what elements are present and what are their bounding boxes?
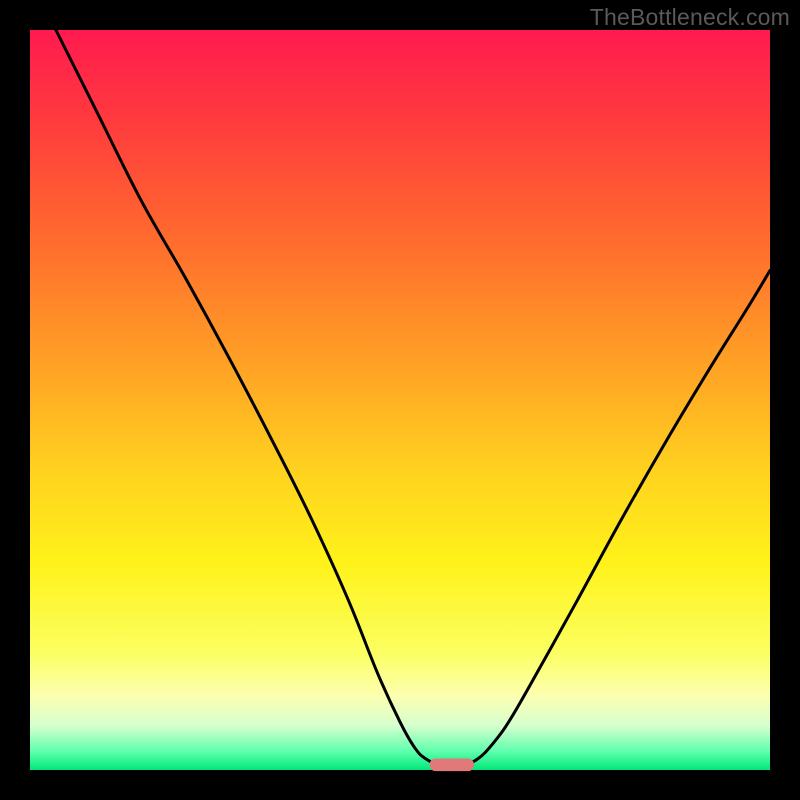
attribution-text: TheBottleneck.com (590, 4, 790, 31)
chart-svg (0, 0, 800, 800)
bottleneck-chart: TheBottleneck.com (0, 0, 800, 800)
optimal-marker (430, 759, 474, 772)
plot-background (30, 30, 770, 770)
